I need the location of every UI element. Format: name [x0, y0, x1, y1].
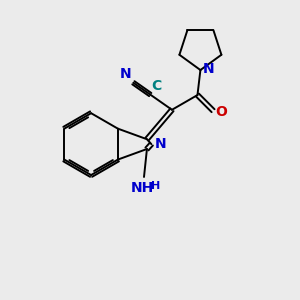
Text: O: O — [215, 105, 227, 119]
Text: C: C — [152, 79, 162, 92]
Text: H: H — [151, 182, 160, 191]
Text: N: N — [119, 67, 131, 81]
Text: NH: NH — [131, 182, 154, 195]
Text: N: N — [203, 62, 214, 76]
Text: N: N — [155, 137, 167, 151]
